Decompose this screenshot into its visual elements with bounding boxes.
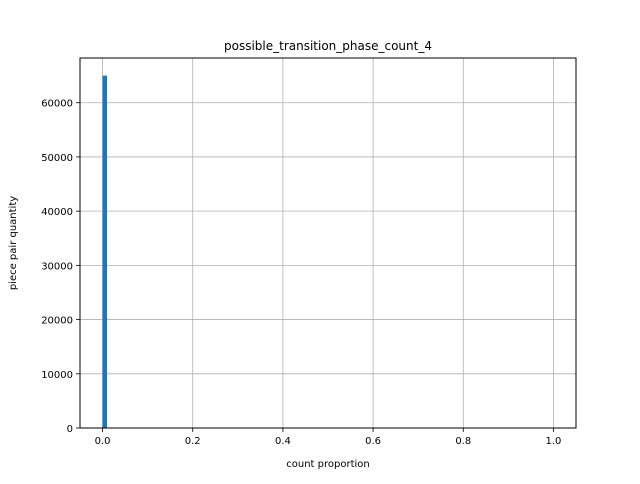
plot-frame bbox=[79, 57, 577, 429]
x-axis-label: count proportion bbox=[286, 459, 369, 470]
tick-layer: 0.0 0.2 0.4 0.6 0.8 1.0 0 10000 20000 30000 40000 5… bbox=[41, 99, 561, 447]
x-tick-label: 0.2 bbox=[185, 436, 201, 447]
y-tick-label: 10000 bbox=[41, 370, 73, 381]
y-axis-label: piece pair quantity bbox=[8, 196, 19, 290]
x-tick-label: 0.8 bbox=[455, 436, 471, 447]
y-tick-label: 60000 bbox=[41, 99, 73, 110]
y-tick-label: 50000 bbox=[41, 153, 73, 164]
x-tick-label: 0.6 bbox=[365, 436, 381, 447]
bar-layer bbox=[102, 75, 108, 428]
x-tick-label: 0.4 bbox=[275, 436, 291, 447]
x-tick-label: 1.0 bbox=[546, 436, 562, 447]
histogram-bar bbox=[102, 75, 108, 428]
chart-title: possible_transition_phase_count_4 bbox=[224, 39, 432, 53]
y-tick-label: 40000 bbox=[41, 207, 73, 218]
y-tick-label: 30000 bbox=[41, 261, 73, 272]
y-tick-label: 20000 bbox=[41, 316, 73, 327]
grid-layer bbox=[80, 58, 576, 429]
y-tick-label: 0 bbox=[67, 424, 73, 435]
x-tick-label: 0.0 bbox=[95, 436, 111, 447]
